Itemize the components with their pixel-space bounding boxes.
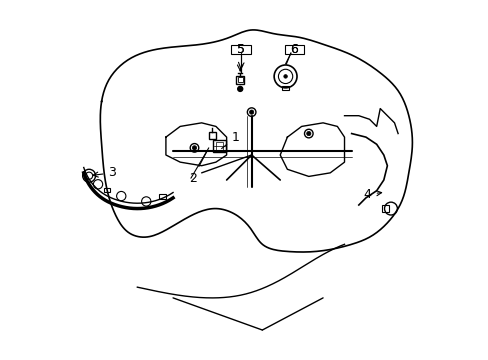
Text: 6: 6 — [290, 43, 298, 56]
Circle shape — [192, 146, 196, 150]
Text: 6: 6 — [290, 43, 298, 56]
Bar — [216, 143, 223, 150]
Circle shape — [249, 110, 253, 114]
Bar — [103, 188, 110, 192]
Bar — [208, 132, 216, 139]
Text: 4: 4 — [363, 188, 381, 201]
Circle shape — [190, 144, 198, 152]
Bar — [282, 86, 288, 90]
Circle shape — [283, 75, 287, 78]
Circle shape — [247, 108, 255, 116]
Bar — [381, 205, 388, 212]
Circle shape — [304, 129, 312, 138]
Text: 2: 2 — [188, 150, 207, 185]
FancyBboxPatch shape — [231, 45, 250, 54]
FancyBboxPatch shape — [285, 45, 304, 54]
Text: 1: 1 — [221, 131, 239, 149]
Bar — [213, 140, 225, 152]
Circle shape — [237, 86, 242, 91]
Text: 5: 5 — [237, 43, 244, 56]
Text: 3: 3 — [93, 166, 116, 179]
Bar — [237, 77, 242, 82]
Text: 5: 5 — [237, 43, 244, 56]
Bar — [236, 76, 244, 84]
Bar — [159, 194, 165, 199]
Circle shape — [306, 131, 310, 136]
